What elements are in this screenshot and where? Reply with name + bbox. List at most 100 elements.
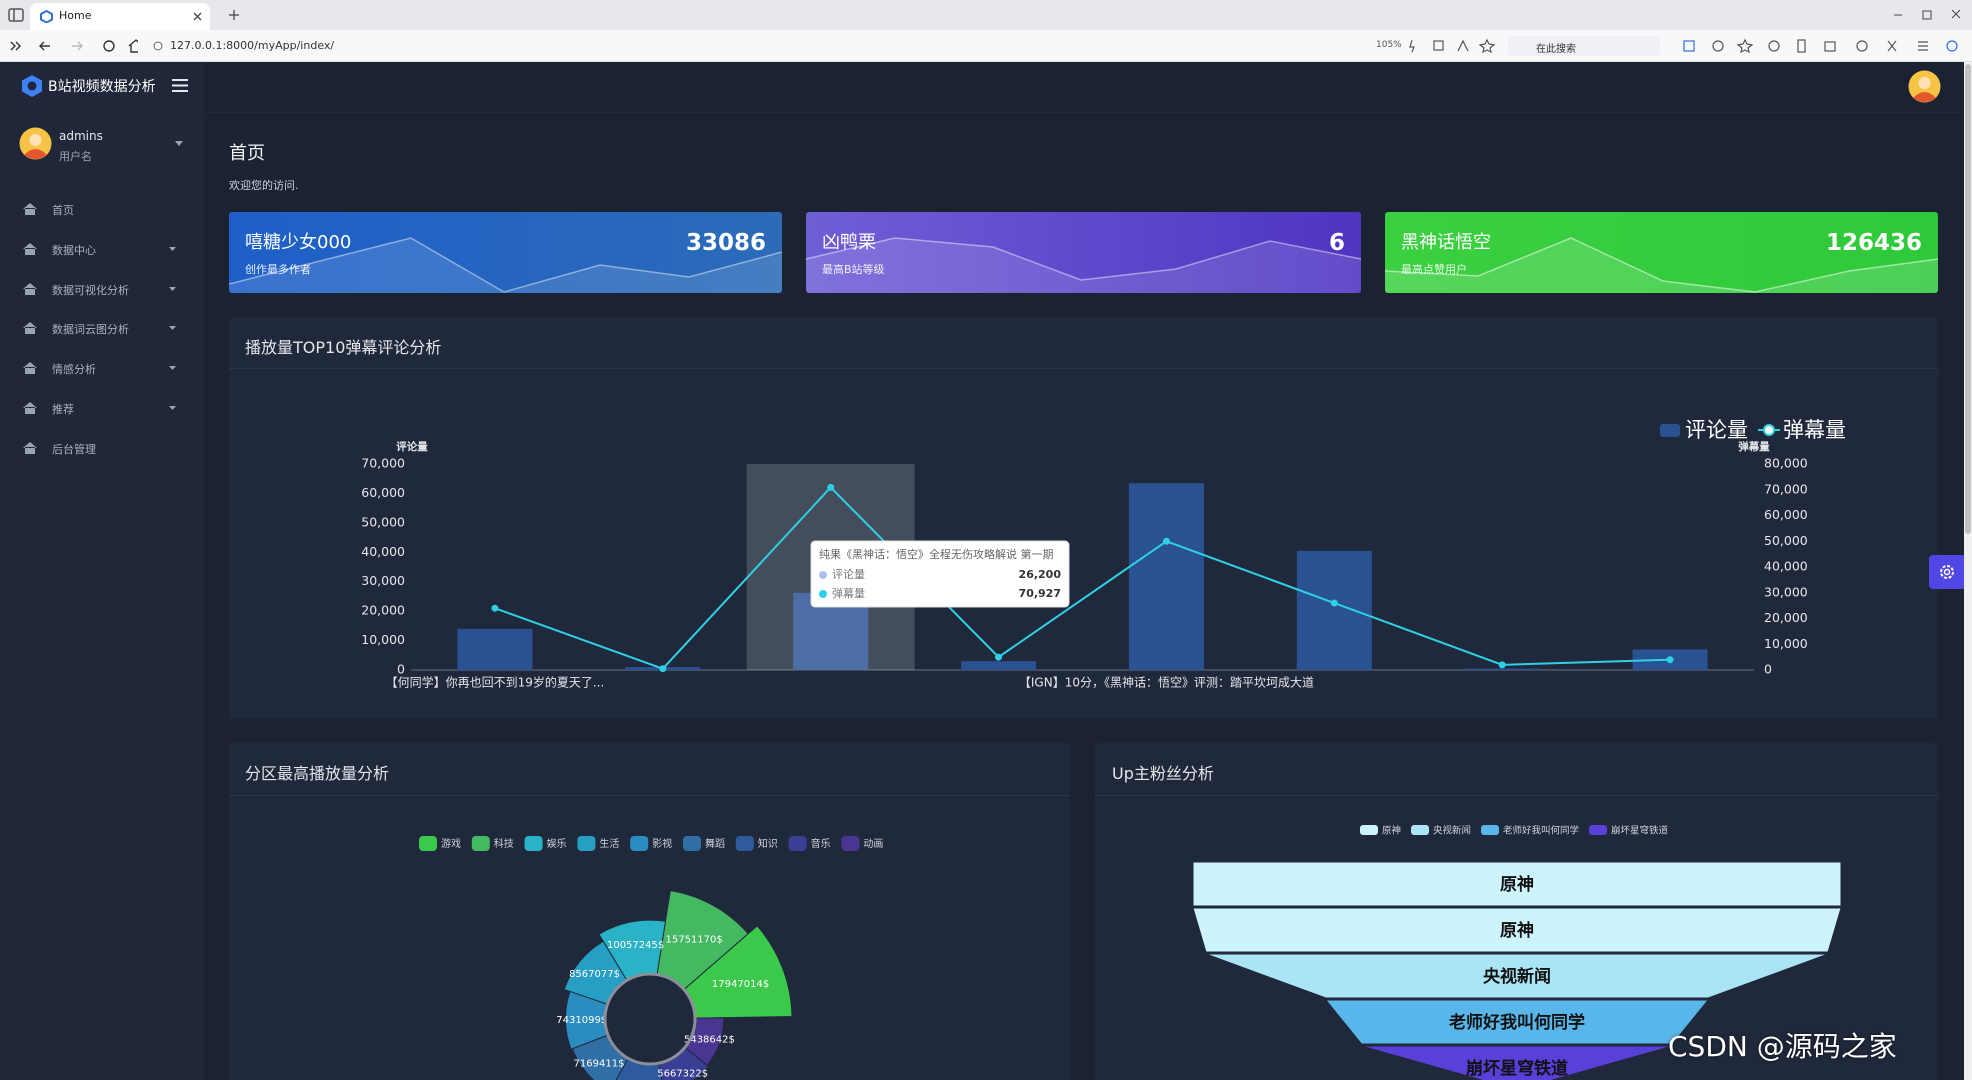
legend-label: 动画 <box>863 838 883 850</box>
menu-toggle[interactable] <box>171 78 189 93</box>
legend-label: 原神 <box>1382 825 1401 837</box>
page-title: 首页 <box>229 143 265 164</box>
menu-label: 数据词云图分析 <box>52 323 129 337</box>
y2-tick-label: 70,000 <box>1764 481 1808 496</box>
menu-icon <box>23 441 37 454</box>
card-sparkline <box>806 237 1361 293</box>
page-subtitle: 欢迎您的访问. <box>229 179 299 192</box>
zoom-level[interactable]: 105% <box>1376 40 1402 50</box>
legend-label: 舞蹈 <box>705 838 725 850</box>
funnel-label: 原神 <box>1500 920 1534 941</box>
nav-buttons[interactable] <box>8 38 138 54</box>
sidebar-toggle-icon[interactable] <box>8 8 24 22</box>
y-tick-label: 50,000 <box>361 514 405 529</box>
card-subtitle: 最高点赞用户 <box>1401 263 1467 276</box>
legend-swatch <box>788 836 807 851</box>
y2-axis-title: 弹幕量 <box>1738 440 1770 453</box>
y2-tick-label: 0 <box>1764 662 1772 677</box>
y-axis-title: 评论量 <box>396 440 428 453</box>
menu-item[interactable]: 首页 <box>0 194 204 224</box>
menu-item[interactable]: 数据中心 <box>0 234 204 264</box>
bar <box>961 661 1037 670</box>
window-controls[interactable] <box>1892 8 1964 22</box>
tooltip-series: 弹幕量 <box>832 586 865 600</box>
menu-item[interactable]: 数据词云图分析 <box>0 313 204 343</box>
browser-tab[interactable]: Home <box>30 3 210 30</box>
watermark: CSDN @源码之家 <box>1668 1030 1897 1063</box>
user-dropdown[interactable] <box>175 141 183 146</box>
site-info-icon[interactable] <box>153 41 163 51</box>
legend-label: 生活 <box>599 837 619 850</box>
header-avatar[interactable] <box>1908 70 1941 103</box>
search-box[interactable]: 在此搜索 <box>1508 36 1660 56</box>
settings-button[interactable] <box>1929 555 1964 589</box>
bar <box>457 628 533 670</box>
inner-ring <box>603 972 697 1066</box>
stat-card[interactable]: 黑神话悟空 最高点赞用户 126436 <box>1385 212 1938 293</box>
x-tick-label: 【何同学】你再也回不到19岁的夏天了... <box>386 675 605 690</box>
legend-label: 知识 <box>758 837 778 850</box>
menu-label: 推荐 <box>52 403 74 416</box>
card-sparkline <box>1385 237 1938 293</box>
legend-label: 弹幕量 <box>1783 418 1846 442</box>
y-tick-label: 10,000 <box>361 632 405 647</box>
menu-item[interactable]: 推荐 <box>0 393 204 423</box>
card-value: 6 <box>1328 230 1345 256</box>
y-tick-label: 30,000 <box>361 573 405 588</box>
panel-title: 播放量TOP10弹幕评论分析 <box>245 338 442 357</box>
sector-label: 17947014$ <box>712 979 769 990</box>
funnel-layer <box>1361 1045 1673 1080</box>
y2-tick-label: 80,000 <box>1764 456 1808 471</box>
line-point <box>1666 656 1674 664</box>
user-avatar[interactable] <box>19 127 52 160</box>
menu-item[interactable]: 情感分析 <box>0 353 204 383</box>
menu-label: 情感分析 <box>52 363 96 377</box>
legend-label: 影视 <box>652 837 672 850</box>
menu-item[interactable]: 数据可视化分析 <box>0 274 204 304</box>
legend-swatch <box>1589 825 1608 835</box>
legend-swatch <box>1481 825 1500 835</box>
legend-swatch <box>419 836 437 851</box>
y2-tick-label: 50,000 <box>1764 533 1808 548</box>
card-title: 嘻糖少女000 <box>245 232 352 253</box>
tab-bar <box>0 0 1972 30</box>
stat-card[interactable]: 嘻糖少女000 创作最多作者 33086 <box>229 212 782 293</box>
legend-swatch <box>1360 825 1378 835</box>
legend-swatch <box>735 836 754 851</box>
url[interactable]: 127.0.0.1:8000/myApp/index/ <box>170 39 335 52</box>
toolbar-icons[interactable] <box>1408 38 1503 54</box>
tab-close[interactable] <box>193 12 202 21</box>
line-point <box>659 665 667 673</box>
line <box>494 485 1671 670</box>
menu-item[interactable]: 后台管理 <box>0 433 204 463</box>
legend-label: 央视新闻 <box>1433 825 1471 837</box>
legend-label: 崩坏星穹铁道 <box>1611 825 1669 837</box>
menu-icon <box>23 203 37 215</box>
submenu-arrow <box>169 286 176 291</box>
y2-tick-label: 60,000 <box>1764 507 1808 522</box>
scrollbar-thumb[interactable] <box>1965 64 1971 534</box>
panel-divider <box>229 795 1070 796</box>
line-point <box>995 653 1003 661</box>
logo-text[interactable]: B站视频数据分析 <box>48 79 156 95</box>
new-tab[interactable] <box>228 9 240 21</box>
menu-icon <box>23 362 37 375</box>
scrollbar[interactable] <box>1964 62 1972 1080</box>
card-subtitle: 最高B站等级 <box>822 263 885 276</box>
menu-icon <box>23 242 37 255</box>
y2-tick-label: 10,000 <box>1764 636 1808 651</box>
y-tick-label: 60,000 <box>361 485 405 500</box>
sector-label: 10057245$ <box>607 940 664 951</box>
settings-icon <box>1940 565 1954 579</box>
sector-label: 15751170$ <box>665 934 722 945</box>
extension-icons[interactable] <box>1682 38 1962 54</box>
legend-label: 科技 <box>494 837 514 850</box>
panel-title: Up主粉丝分析 <box>1112 764 1214 783</box>
funnel-layer <box>1324 999 1710 1045</box>
legend-swatch <box>630 836 649 851</box>
card-sparkline <box>229 237 782 293</box>
stat-card[interactable]: 凶鸭栗 最高B站等级 6 <box>806 212 1361 293</box>
tooltip-value: 26,200 <box>1019 568 1062 581</box>
